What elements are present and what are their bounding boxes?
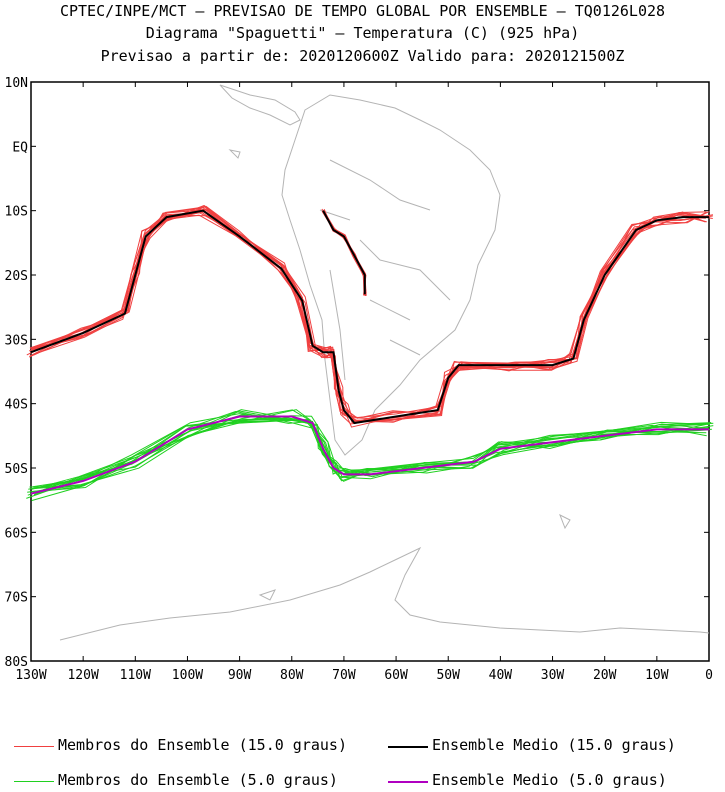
title-line-3: Previsao a partir de: 2020120600Z Valido… [100, 47, 625, 65]
lat-label: 80S [5, 655, 28, 670]
lat-label: 20S [5, 269, 28, 284]
lon-label: 130W [15, 668, 46, 683]
member-5-line [31, 417, 712, 492]
title-line-2: Diagrama "Spaguetti" – Temperatura (C) (… [145, 24, 580, 42]
lat-label: 10N [5, 76, 28, 91]
lon-label: 120W [67, 668, 98, 683]
legend-label-members-5: Membros do Ensemble (5.0 graus) [58, 771, 338, 789]
lon-label: 60W [384, 668, 408, 683]
lat-label: 30S [5, 333, 28, 348]
lon-label: 100W [172, 668, 203, 683]
lat-label: 60S [5, 526, 28, 541]
members-5-group [26, 409, 714, 502]
lon-label: 110W [120, 668, 151, 683]
legend-line-members-15 [14, 746, 54, 747]
south-america-outline [281, 94, 501, 456]
lon-label: 90W [228, 668, 252, 683]
map-frame [30, 81, 710, 662]
legend-label-mean-15: Ensemble Medio (15.0 graus) [432, 736, 676, 754]
antarctica-outline [59, 546, 710, 641]
legend-line-members-5 [14, 781, 54, 782]
means-group [30, 209, 709, 495]
lon-label: 30W [541, 668, 565, 683]
land-outlines [59, 84, 710, 641]
legend-label-members-15: Membros do Ensemble (15.0 graus) [58, 736, 347, 754]
country-borders [319, 159, 451, 381]
lon-label: 20W [593, 668, 617, 683]
mean-15-line [322, 210, 366, 295]
lat-label: EQ [12, 140, 28, 155]
lon-label: 40W [489, 668, 513, 683]
mean-15-line [30, 209, 709, 425]
lon-label: 70W [332, 668, 356, 683]
lat-label: 10S [5, 205, 28, 220]
islands-outline [228, 149, 571, 601]
title-line-1: CPTEC/INPE/MCT – PREVISAO DE TEMPO GLOBA… [59, 2, 666, 20]
lat-label: 40S [5, 398, 28, 413]
member-5-line [27, 415, 714, 496]
legend-line-mean-15 [388, 746, 428, 748]
mean-5-line [30, 415, 709, 495]
axis-ticks [30, 81, 710, 662]
lon-label: 10W [645, 668, 669, 683]
legend-label-mean-5: Ensemble Medio (5.0 graus) [432, 771, 667, 789]
legend-line-mean-5 [388, 781, 428, 783]
lon-label: 0 [705, 668, 713, 683]
lat-label: 70S [5, 591, 28, 606]
central-america-outline [219, 84, 301, 126]
lon-label: 50W [436, 668, 460, 683]
lon-label: 80W [280, 668, 304, 683]
member-15-line [30, 211, 710, 425]
lat-label: 50S [5, 462, 28, 477]
